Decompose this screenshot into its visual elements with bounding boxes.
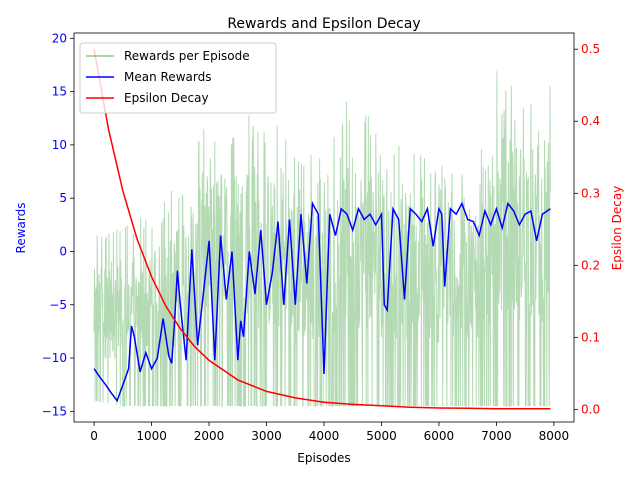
chart-title: Rewards and Epsilon Decay — [227, 16, 420, 32]
x-tick-label: 6000 — [424, 429, 455, 443]
rewards-series-layer — [93, 71, 551, 407]
x-tick-label: 1000 — [136, 429, 167, 443]
y-right-tick-label: 0.3 — [581, 186, 600, 200]
mean-series-layer — [93, 200, 551, 403]
legend-label-mean: Mean Rewards — [124, 70, 211, 84]
legend-label-epsilon: Epsilon Decay — [124, 91, 209, 105]
y-right-tick-label: 0.0 — [581, 402, 600, 416]
x-tick-label: 8000 — [539, 429, 570, 443]
y-axis-label-left: Rewards — [14, 203, 28, 254]
y-right-tick-label: 0.5 — [581, 42, 600, 56]
mean-rewards-line — [93, 200, 551, 403]
rewards-per-episode-line — [93, 71, 551, 407]
y-left-tick-label: 15 — [52, 85, 67, 99]
y-right-tick-label: 0.4 — [581, 114, 600, 128]
y-left-tick-label: 20 — [52, 31, 67, 45]
y-left-tick-label: −15 — [42, 404, 67, 418]
legend-label-rewards: Rewards per Episode — [124, 49, 250, 63]
legend-box — [79, 42, 277, 114]
epsilon-series-layer — [93, 49, 551, 410]
x-tick-label: 2000 — [194, 429, 225, 443]
y-right-tick-label: 0.2 — [581, 258, 600, 272]
x-tick-label: 3000 — [251, 429, 282, 443]
x-tick-label: 7000 — [481, 429, 512, 443]
x-tick-label: 5000 — [366, 429, 397, 443]
y-axis-label-right: Epsilon Decay — [610, 186, 624, 271]
y-left-tick-label: 10 — [52, 138, 67, 152]
x-tick-label: 4000 — [309, 429, 340, 443]
y-left-tick-label: −5 — [49, 298, 67, 312]
y-right-tick-label: 0.1 — [581, 330, 600, 344]
legend: Rewards per Episode Mean Rewards Epsilon… — [79, 42, 277, 114]
epsilon-decay-line — [93, 49, 551, 410]
y-left-tick-label: −10 — [42, 351, 67, 365]
x-tick-label: 0 — [90, 429, 98, 443]
y-left-tick-label: 5 — [59, 191, 67, 205]
x-axis-label: Episodes — [297, 451, 350, 465]
y-left-tick-label: 0 — [59, 244, 67, 258]
